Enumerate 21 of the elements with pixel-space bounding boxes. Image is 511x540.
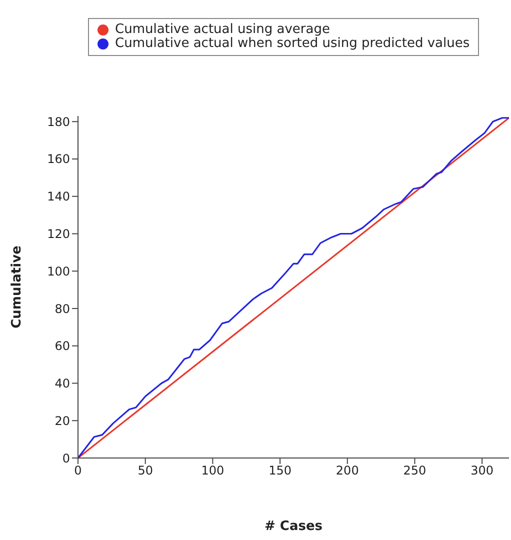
x-tick-label: 0: [74, 464, 82, 478]
x-tick-label: 200: [336, 464, 359, 478]
y-tick-label: 20: [54, 414, 70, 428]
y-tick-label: 160: [47, 152, 70, 166]
x-tick-label: 250: [403, 464, 426, 478]
y-tick-label: 100: [47, 264, 70, 278]
x-axis-title: # Cases: [264, 519, 323, 534]
x-tick-label: 300: [470, 464, 494, 478]
x-tick-label: 150: [268, 464, 292, 478]
y-tick-label: 120: [47, 227, 70, 241]
y-tick-label: 180: [47, 114, 70, 129]
y-tick-label: 40: [54, 376, 70, 391]
legend-label: Cumulative actual when sorted using predicted values: [115, 36, 470, 51]
y-tick-label: 60: [54, 339, 70, 354]
x-tick-label: 50: [138, 464, 153, 478]
y-tick-label: 0: [62, 451, 70, 466]
x-tick-label: 100: [201, 464, 224, 478]
legend-label: Cumulative actual using average: [115, 22, 330, 37]
y-tick-label: 80: [54, 302, 70, 316]
y-axis-title: Cumulative: [10, 245, 25, 328]
y-tick-label: 140: [47, 190, 70, 204]
